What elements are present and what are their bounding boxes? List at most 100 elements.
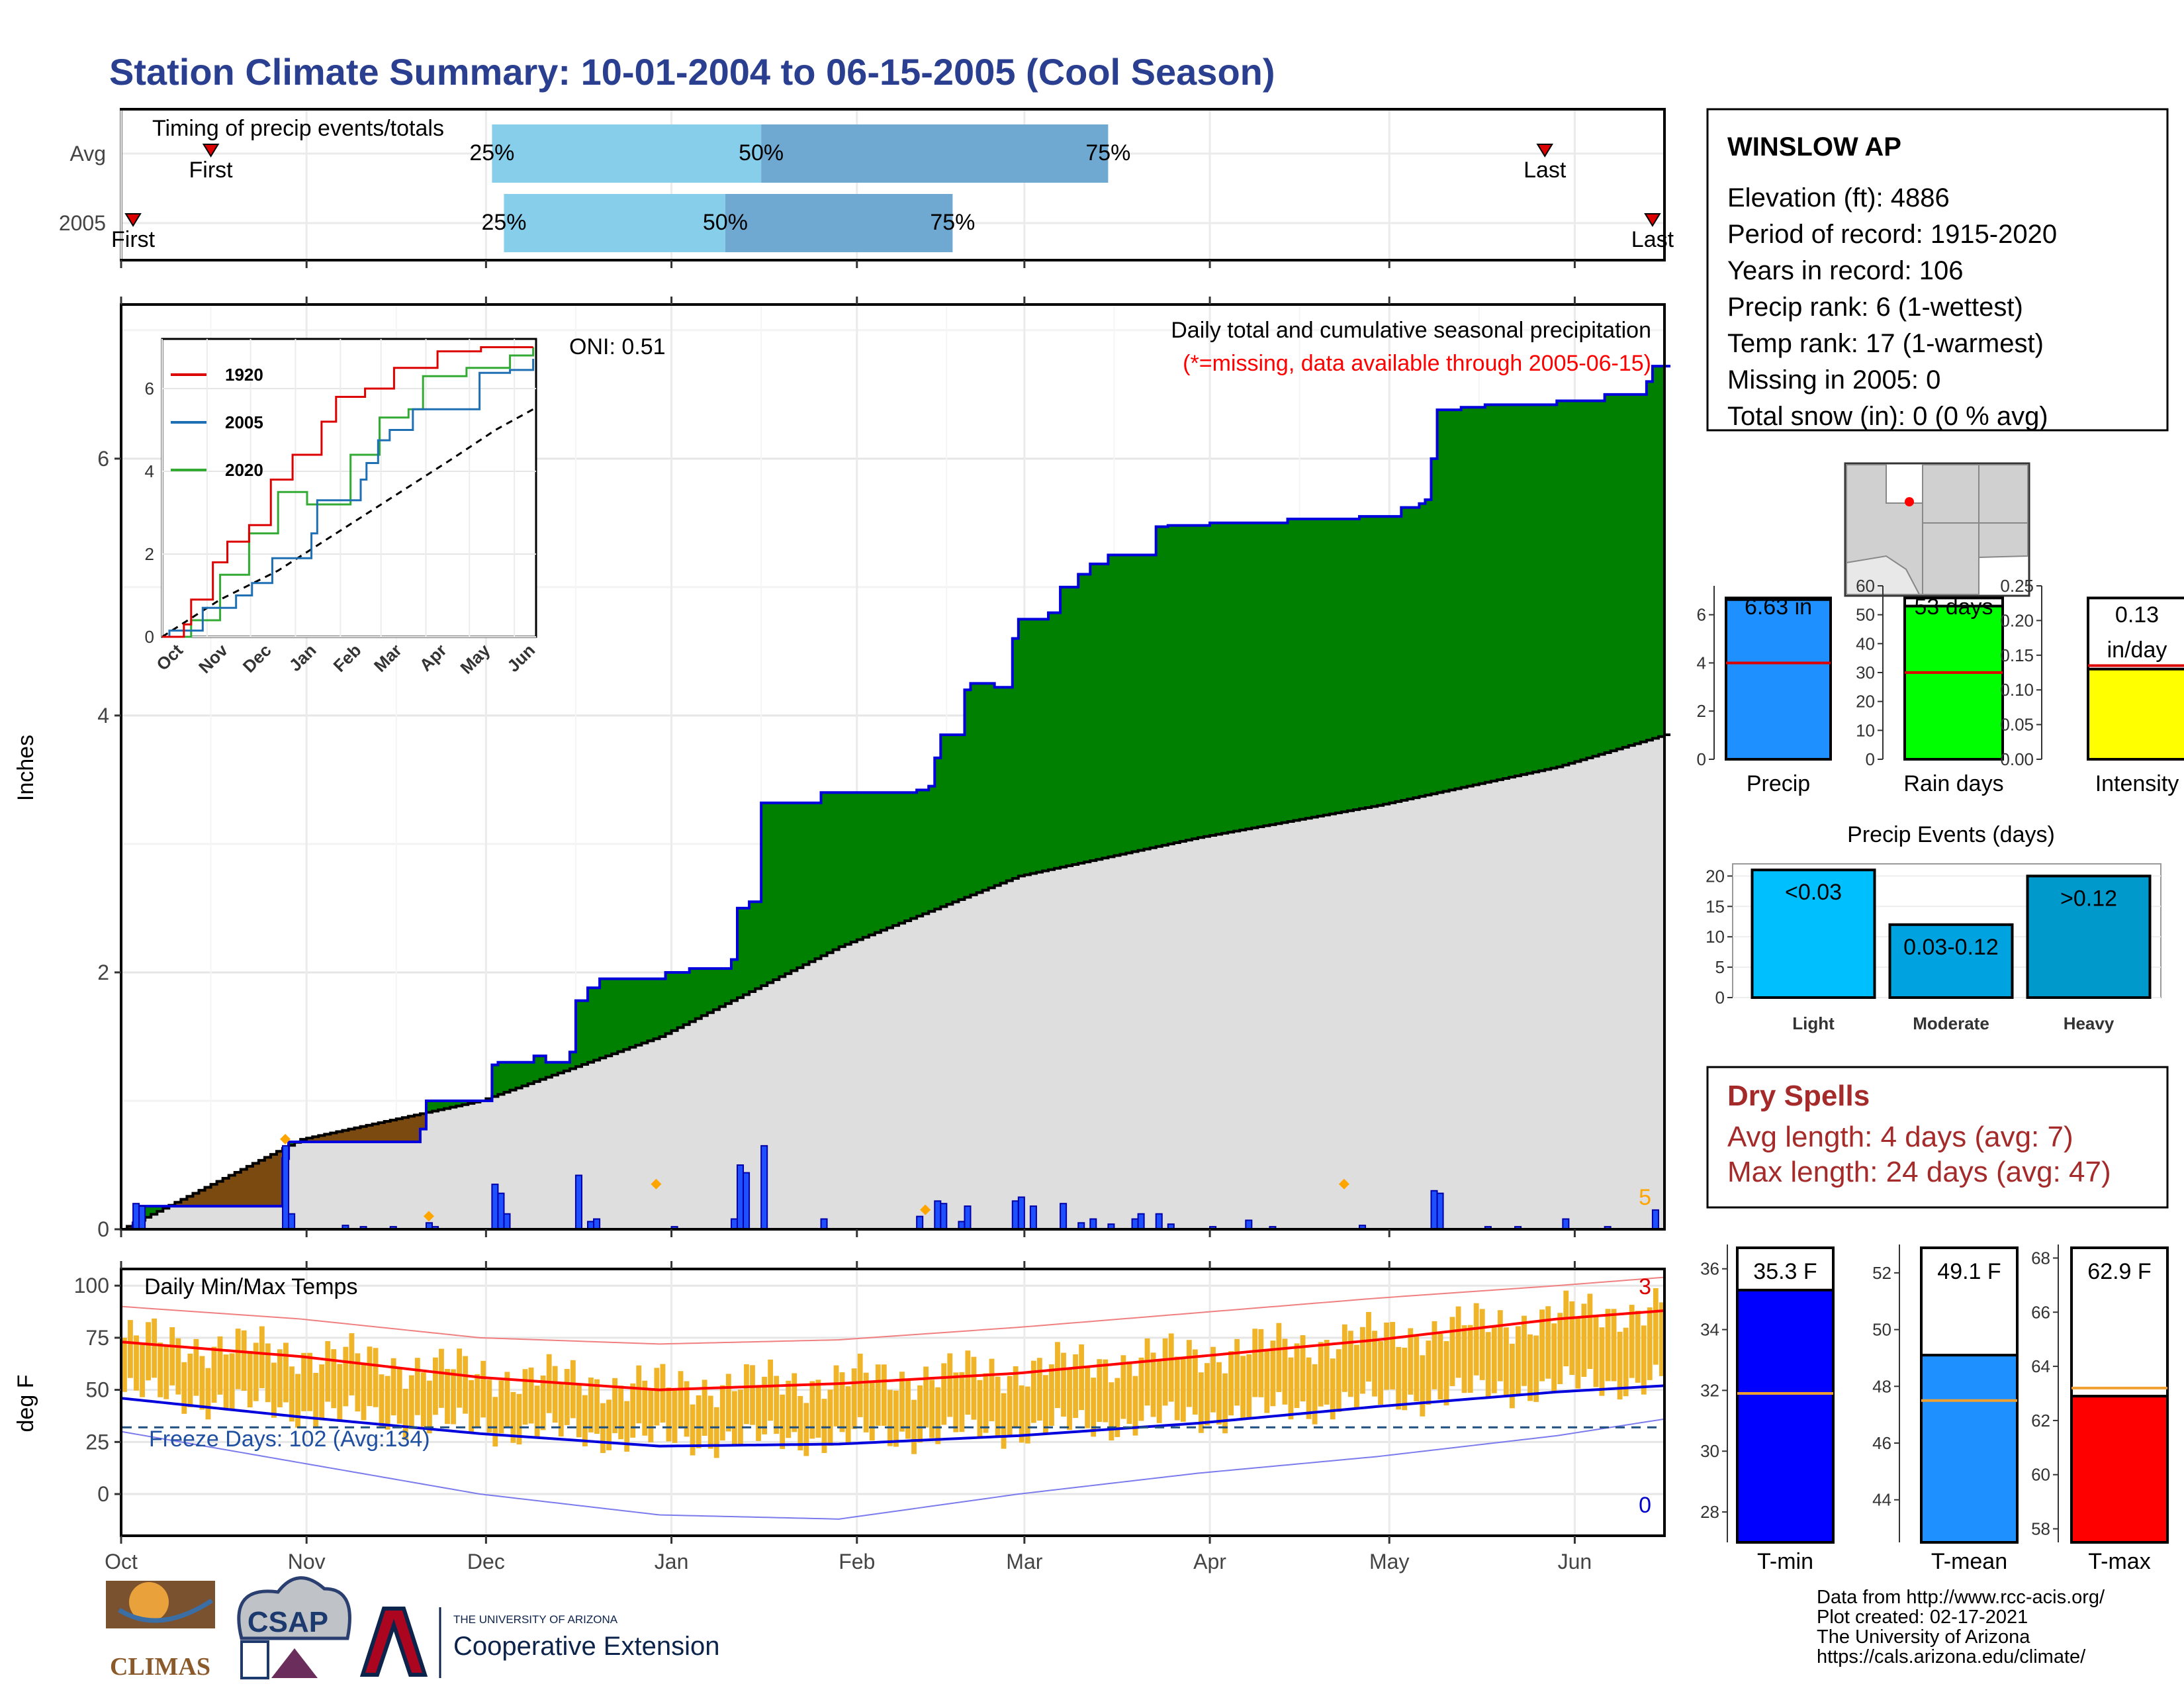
daily-precip-bar: [132, 1203, 140, 1231]
surplus-deficit-column: [1419, 503, 1426, 797]
surplus-deficit-column: [1108, 555, 1115, 857]
surplus-deficit-column: [252, 1163, 259, 1207]
daily-temp-range-bar: [1276, 1323, 1282, 1392]
daily-temp-range-bar: [433, 1357, 438, 1415]
surplus-deficit-column: [635, 978, 642, 1045]
daily-precip-bar: [1137, 1213, 1145, 1231]
ua-logo-extension: Cooperative Extension: [453, 1632, 719, 1661]
surplus-deficit-column: [917, 790, 923, 916]
daily-precip-bar: [491, 1184, 499, 1231]
surplus-deficit-column: [1132, 555, 1139, 852]
small-bar-y-tick-label: 0.20: [2000, 610, 2034, 630]
surplus-deficit-column: [833, 792, 840, 950]
daily-temp-range-bar: [1605, 1309, 1611, 1382]
daily-temp-range-bar: [713, 1407, 719, 1458]
small-bar-y-tick-label: 50: [1856, 605, 1875, 625]
daily-temp-range-bar: [128, 1320, 133, 1378]
small-bar-y-tick-label: 10: [1856, 720, 1875, 740]
surplus-deficit-column: [958, 734, 966, 900]
daily-temp-range-bar: [1372, 1331, 1377, 1397]
daily-precip-bar: [282, 1145, 290, 1231]
surplus-deficit-column: [1048, 612, 1055, 870]
daily-temp-range-bar: [672, 1389, 678, 1443]
surplus-deficit-column: [1490, 404, 1498, 781]
daily-temp-range-bar: [1073, 1354, 1079, 1419]
record-min-line: [120, 1418, 1665, 1520]
events-y-tick-label: 15: [1706, 896, 1725, 916]
small-bar-value-label: 0.13: [2115, 602, 2159, 628]
daily-temp-range-bar: [1414, 1336, 1420, 1401]
surplus-deficit-column: [1347, 519, 1354, 811]
events-y-tick-label: 0: [1715, 988, 1725, 1008]
daily-temp-range-bar: [893, 1390, 899, 1447]
daily-temp-range-bar: [373, 1348, 379, 1407]
daily-precip-bar: [964, 1205, 972, 1230]
surplus-deficit-column: [1401, 507, 1408, 800]
daily-temp-range-bar: [169, 1327, 175, 1385]
surplus-deficit-column: [1353, 519, 1360, 810]
surplus-deficit-column: [1634, 394, 1641, 744]
daily-precip-bar: [1436, 1192, 1444, 1231]
surplus-deficit-column: [1287, 519, 1295, 821]
daily-temp-range-bar: [1306, 1357, 1312, 1419]
daily-temp-range-bar: [1138, 1357, 1144, 1421]
surplus-deficit-column: [737, 908, 744, 998]
daily-temp-range-bar: [666, 1387, 672, 1442]
surplus-deficit-column: [839, 792, 846, 947]
timing-last-marker: [1644, 213, 1661, 227]
daily-temp-range-bar: [1593, 1316, 1599, 1387]
temp-bar-value: [2070, 1395, 2169, 1544]
surplus-deficit-column: [1425, 499, 1432, 796]
daily-temp-range-bar: [1246, 1354, 1252, 1418]
daily-precip-bar: [288, 1213, 296, 1231]
daily-temp-range-bar: [469, 1380, 475, 1433]
csap-logo-text: CSAP: [248, 1606, 328, 1638]
timing-first-marker: [124, 213, 142, 227]
small-bar-unit-label: in/day: [2107, 637, 2167, 663]
surplus-deficit-column: [1449, 410, 1456, 790]
daily-temp-range-bar: [1479, 1309, 1485, 1380]
surplus-deficit-column: [545, 1062, 553, 1078]
daily-temp-range-bar: [983, 1373, 989, 1433]
small-bar-y-tick-label: 0.25: [2000, 576, 2034, 596]
surplus-deficit-column: [773, 802, 780, 980]
temp-y-tick-label: 0: [97, 1482, 109, 1506]
station-info-line: Period of record: 1915-2020: [1727, 220, 2057, 249]
temp-bar-y-tick-label: 30: [1700, 1441, 1719, 1461]
surplus-deficit-column: [1389, 516, 1396, 803]
surplus-deficit-column: [1246, 522, 1252, 829]
precip-description: Daily total and cumulative seasonal prec…: [1171, 318, 1651, 343]
daily-temp-range-bar: [1617, 1331, 1623, 1400]
surplus-deficit-column: [1263, 522, 1271, 826]
daily-temp-range-bar: [792, 1373, 797, 1432]
events-bar: [2026, 874, 2152, 1000]
surplus-deficit-column: [1317, 519, 1324, 816]
surplus-deficit-column: [761, 802, 768, 986]
daily-temp-range-bar: [965, 1350, 971, 1415]
surplus-deficit-column: [844, 792, 852, 945]
daily-temp-range-bar: [1497, 1310, 1503, 1382]
daily-temp-range-bar: [504, 1372, 510, 1427]
daily-temp-range-bar: [546, 1354, 552, 1413]
surplus-deficit-column: [1383, 516, 1390, 804]
surplus-deficit-column: [1479, 407, 1486, 784]
daily-temp-range-bar: [642, 1380, 648, 1436]
station-info-line: Missing in 2005: 0: [1727, 365, 1940, 395]
surplus-deficit-column: [946, 734, 953, 905]
daily-temp-range-bar: [1455, 1306, 1461, 1378]
daily-temp-range-bar: [1647, 1307, 1653, 1380]
daily-temp-range-bar: [1162, 1338, 1168, 1406]
surplus-deficit-column: [641, 978, 649, 1043]
daily-temp-range-bar: [929, 1380, 935, 1438]
temp-bar-y-tick-label: 46: [1872, 1433, 1891, 1453]
surplus-deficit-column: [1228, 522, 1234, 833]
daily-temp-range-bar: [1228, 1351, 1234, 1416]
daily-temp-range-bar: [1581, 1303, 1587, 1378]
surplus-deficit-column: [1167, 525, 1175, 844]
daily-temp-range-bar: [995, 1376, 1001, 1436]
small-bar-y-tick-label: 60: [1856, 576, 1875, 596]
surplus-deficit-column: [1197, 525, 1205, 838]
surplus-deficit-column: [1646, 381, 1653, 741]
daily-temp-range-bar: [457, 1348, 463, 1408]
surplus-deficit-column: [868, 792, 876, 935]
